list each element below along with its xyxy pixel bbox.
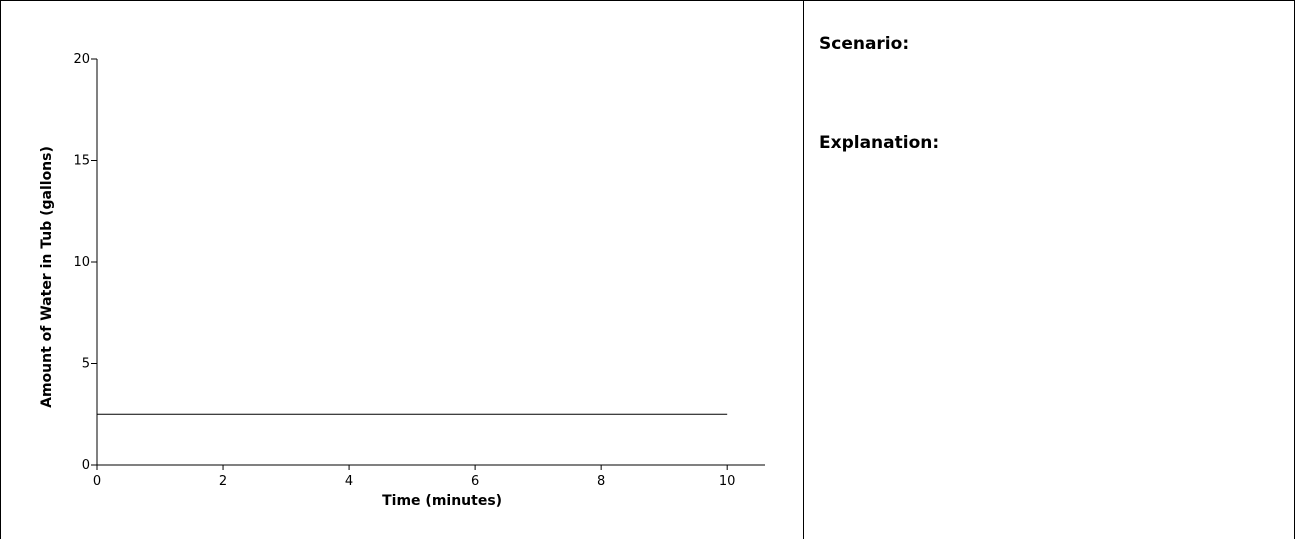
chart-ticks: 0 5 10 15 20 0 2 4 6 8 10 [73, 52, 735, 489]
y-tick-label: 0 [82, 458, 90, 473]
scenario-label: Scenario: [819, 34, 910, 54]
x-tick-label: 6 [471, 474, 479, 489]
column-divider [803, 0, 804, 539]
y-tick-label: 15 [73, 154, 90, 169]
y-tick-label: 5 [82, 357, 90, 372]
x-tick-label: 2 [219, 474, 227, 489]
x-axis-title: Time (minutes) [382, 493, 502, 509]
x-tick-label: 0 [93, 474, 101, 489]
y-axis-title: Amount of Water in Tub (gallons) [39, 146, 55, 408]
water-tub-chart: 0 5 10 15 20 0 2 4 6 8 10 Time (minutes) Amount of… [39, 52, 765, 509]
y-tick-label: 20 [73, 52, 90, 67]
y-tick-label: 10 [73, 255, 90, 270]
x-tick-label: 8 [597, 474, 605, 489]
x-tick-label: 10 [719, 474, 736, 489]
explanation-label: Explanation: [819, 133, 940, 153]
chart-axes [96, 59, 765, 466]
x-tick-label: 4 [345, 474, 353, 489]
